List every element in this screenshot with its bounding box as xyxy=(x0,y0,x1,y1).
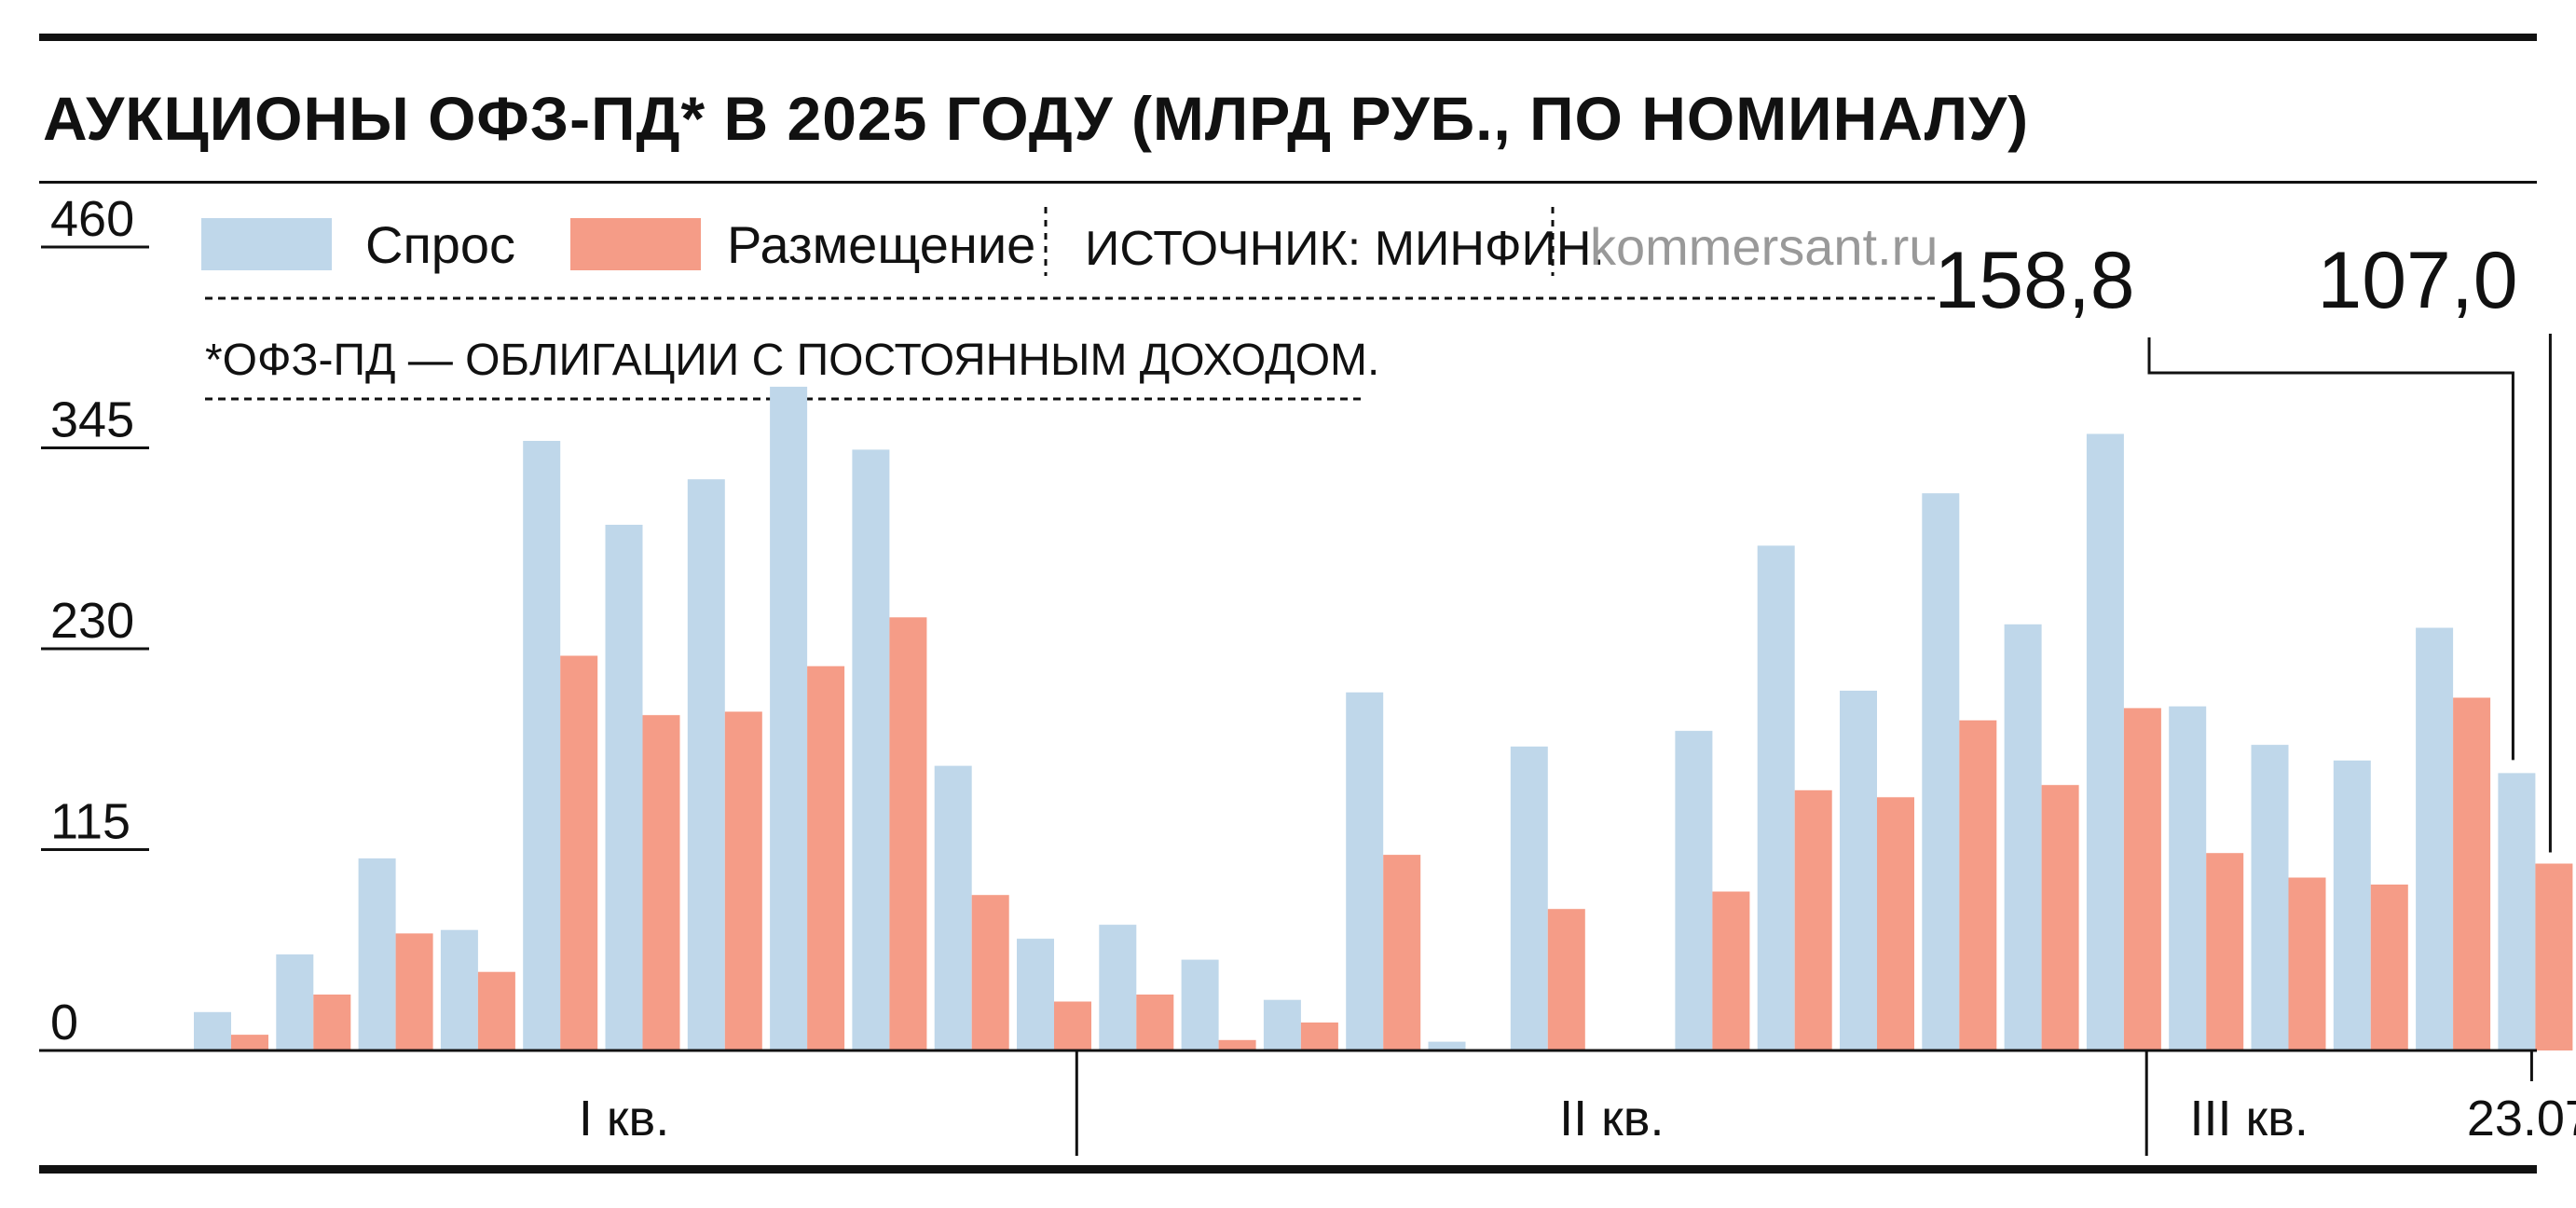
bar-razmeshchenie xyxy=(313,995,351,1050)
bar-spros xyxy=(770,386,808,1050)
bar-spros xyxy=(1181,959,1219,1050)
callout-razmeshchenie-value: 107,0 xyxy=(2317,236,2517,325)
source-label: ИСТОЧНИК: МИНФИН. xyxy=(1085,222,1605,276)
bar-spros xyxy=(1017,939,1054,1050)
bar-razmeshchenie xyxy=(1794,789,1832,1050)
bar-spros xyxy=(194,1011,231,1050)
bar-spros xyxy=(1757,545,1795,1050)
y-tick-label: 230 xyxy=(50,593,134,649)
bar-razmeshchenie xyxy=(971,895,1009,1050)
bar-spros xyxy=(276,954,314,1050)
bar-spros xyxy=(1428,1041,1466,1050)
bar-razmeshchenie xyxy=(1300,1023,1338,1050)
y-axis: 460 345 230 115 0 xyxy=(41,191,149,1050)
site-label: kommersant.ru xyxy=(1590,217,1938,276)
bar-spros xyxy=(1840,691,1877,1050)
bar-razmeshchenie xyxy=(1877,797,1914,1050)
y-tick-label: 460 xyxy=(50,191,134,247)
bar-spros xyxy=(934,765,972,1050)
bar-spros xyxy=(2416,627,2454,1050)
bar-spros xyxy=(2333,760,2371,1050)
quarter-label: III кв. xyxy=(2190,1091,2309,1146)
bar-spros xyxy=(1922,493,1960,1050)
callout-spros-value: 158,8 xyxy=(1934,236,2134,325)
legend-swatch-spros xyxy=(201,218,332,270)
bar-spros xyxy=(2086,433,2124,1050)
bar-razmeshchenie xyxy=(1136,995,1174,1050)
bar-razmeshchenie xyxy=(807,666,845,1050)
bar-spros xyxy=(605,525,643,1050)
y-tick-label: 345 xyxy=(50,392,134,448)
title-rule xyxy=(39,181,2537,184)
bar-razmeshchenie xyxy=(2535,863,2573,1050)
bottom-rule xyxy=(39,1165,2537,1174)
bar-razmeshchenie xyxy=(2206,853,2244,1050)
legend-label-spros: Спрос xyxy=(365,215,515,274)
bar-razmeshchenie xyxy=(477,971,515,1050)
quarter-axis: I кв. II кв. III кв. xyxy=(579,1050,2309,1156)
quarter-label: I кв. xyxy=(579,1091,669,1146)
bar-spros xyxy=(1675,731,1713,1050)
quarter-label: II кв. xyxy=(1559,1091,1664,1146)
bar-razmeshchenie xyxy=(1054,1001,1091,1050)
last-date-label: 23.07 xyxy=(2467,1091,2576,1146)
bar-razmeshchenie xyxy=(2370,885,2408,1050)
bar-spros xyxy=(852,449,890,1050)
bar-razmeshchenie xyxy=(395,933,433,1050)
legend: Спрос Размещение ИСТОЧНИК: МИНФИН. komme… xyxy=(201,207,1938,401)
bars xyxy=(194,386,2573,1050)
bar-razmeshchenie xyxy=(1547,909,1585,1050)
bar-razmeshchenie xyxy=(889,617,927,1050)
bar-razmeshchenie xyxy=(560,655,598,1050)
bar-razmeshchenie xyxy=(2453,697,2491,1050)
bar-spros xyxy=(2169,706,2207,1050)
bar-razmeshchenie xyxy=(1959,720,1997,1050)
bar-spros xyxy=(1263,999,1301,1050)
bar-spros xyxy=(2498,773,2536,1050)
bar-spros xyxy=(523,441,561,1050)
bar-razmeshchenie xyxy=(2288,877,2326,1050)
legend-label-razmeshchenie: Размещение xyxy=(727,215,1035,274)
bar-razmeshchenie xyxy=(1383,855,1421,1050)
bar-razmeshchenie xyxy=(1218,1039,1256,1050)
bar-spros xyxy=(1099,925,1137,1050)
y-tick-label: 0 xyxy=(50,995,78,1050)
legend-swatch-razmeshchenie xyxy=(570,218,701,270)
bar-razmeshchenie xyxy=(2041,785,2079,1050)
y-tick-label: 115 xyxy=(50,794,130,850)
bar-spros xyxy=(1346,692,1384,1050)
bar-spros xyxy=(358,858,396,1050)
bar-razmeshchenie xyxy=(1712,891,1750,1050)
bar-spros xyxy=(2004,624,2042,1050)
bar-spros xyxy=(2251,745,2289,1050)
bar-spros xyxy=(440,929,478,1050)
bar-razmeshchenie xyxy=(231,1035,268,1050)
footnote: *ОФЗ-ПД — ОБЛИГАЦИИ С ПОСТОЯННЫМ ДОХОДОМ… xyxy=(205,336,1379,385)
bar-razmeshchenie xyxy=(724,711,762,1050)
chart-title: АУКЦИОНЫ ОФЗ-ПД* В 2025 ГОДУ (МЛРД РУБ.,… xyxy=(43,84,2029,153)
bar-razmeshchenie xyxy=(642,715,680,1050)
bar-spros xyxy=(1510,746,1548,1050)
top-rule xyxy=(39,34,2537,41)
callouts: 158,8 107,0 xyxy=(1934,236,2552,853)
bar-spros xyxy=(687,479,725,1050)
callout-spros-leader xyxy=(2147,337,2514,761)
bar-razmeshchenie xyxy=(2123,707,2161,1050)
